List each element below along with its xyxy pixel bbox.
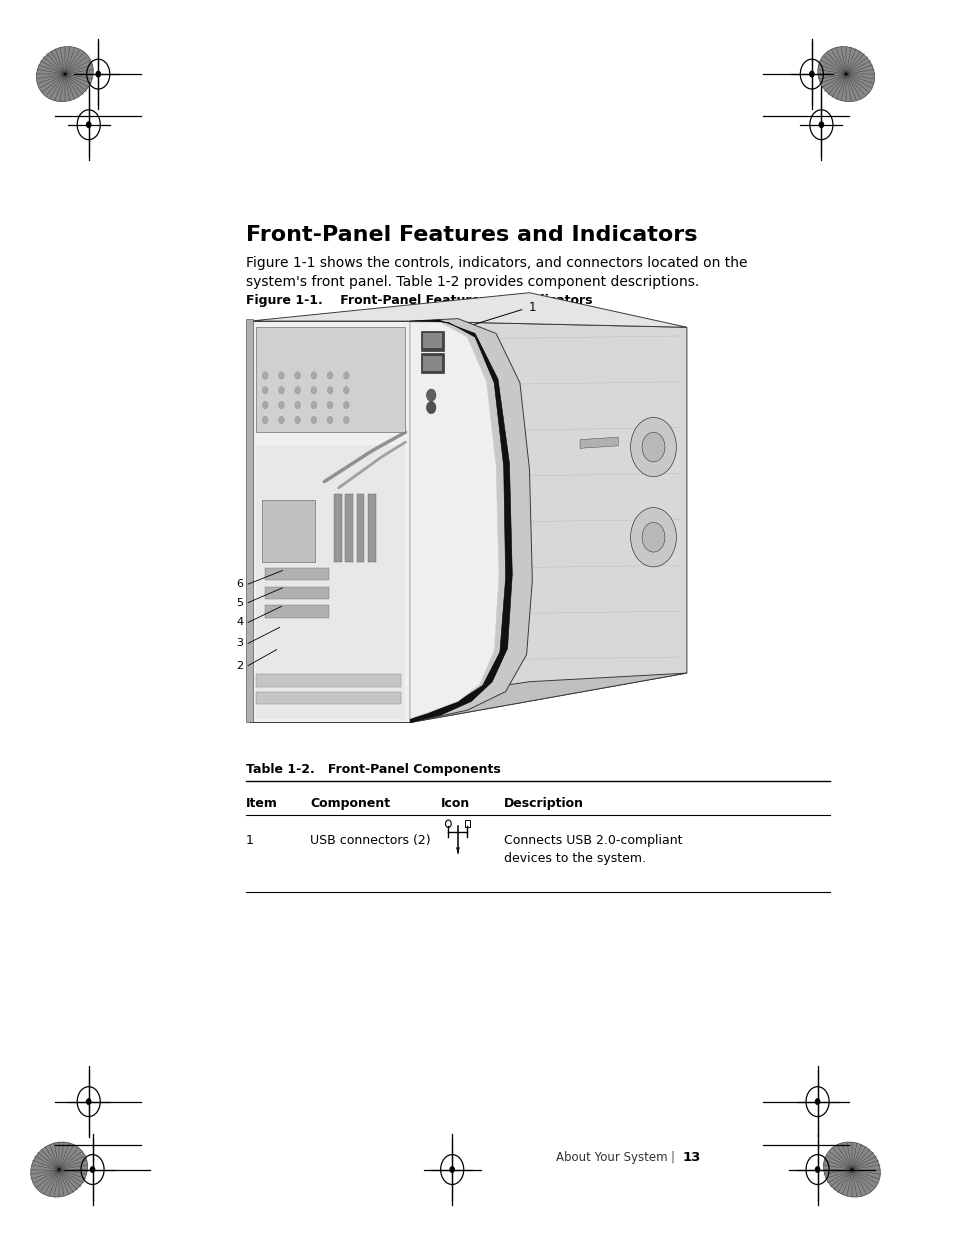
Circle shape xyxy=(819,122,822,127)
Ellipse shape xyxy=(36,47,93,101)
Polygon shape xyxy=(410,320,512,722)
Circle shape xyxy=(343,387,349,394)
Circle shape xyxy=(343,372,349,379)
Ellipse shape xyxy=(822,1142,880,1197)
Polygon shape xyxy=(410,321,686,722)
Circle shape xyxy=(343,401,349,409)
Text: Figure 1-1.    Front-Panel Features and Indicators: Figure 1-1. Front-Panel Features and Ind… xyxy=(246,294,592,308)
Polygon shape xyxy=(265,568,329,580)
Polygon shape xyxy=(420,331,443,351)
Circle shape xyxy=(96,72,100,77)
Polygon shape xyxy=(410,319,532,722)
Circle shape xyxy=(294,387,300,394)
Polygon shape xyxy=(420,353,443,373)
Circle shape xyxy=(262,401,268,409)
Polygon shape xyxy=(334,494,341,562)
Text: Front-Panel Features and Indicators: Front-Panel Features and Indicators xyxy=(246,225,697,245)
Circle shape xyxy=(294,416,300,424)
Circle shape xyxy=(262,372,268,379)
Circle shape xyxy=(809,72,813,77)
Circle shape xyxy=(815,1167,819,1172)
Circle shape xyxy=(641,522,664,552)
Circle shape xyxy=(426,389,436,401)
Circle shape xyxy=(630,417,676,477)
Polygon shape xyxy=(422,333,441,348)
Text: 6: 6 xyxy=(236,579,243,589)
Polygon shape xyxy=(262,500,314,562)
Text: Icon: Icon xyxy=(440,797,470,810)
Polygon shape xyxy=(265,605,329,618)
Circle shape xyxy=(343,416,349,424)
Polygon shape xyxy=(255,327,405,432)
Text: 1: 1 xyxy=(528,301,536,314)
Circle shape xyxy=(262,416,268,424)
Text: Description: Description xyxy=(503,797,583,810)
Polygon shape xyxy=(255,445,405,719)
Circle shape xyxy=(294,401,300,409)
Circle shape xyxy=(327,387,333,394)
Text: 5: 5 xyxy=(236,598,243,608)
Circle shape xyxy=(91,1167,94,1172)
Circle shape xyxy=(294,372,300,379)
Polygon shape xyxy=(250,673,686,722)
Circle shape xyxy=(815,1099,819,1104)
Polygon shape xyxy=(356,494,364,562)
Text: USB connectors (2): USB connectors (2) xyxy=(310,834,430,847)
Ellipse shape xyxy=(30,1142,88,1197)
Circle shape xyxy=(278,416,284,424)
Circle shape xyxy=(630,508,676,567)
Ellipse shape xyxy=(817,47,874,101)
Polygon shape xyxy=(368,494,375,562)
Polygon shape xyxy=(246,319,253,722)
Circle shape xyxy=(327,401,333,409)
Text: Connects USB 2.0-compliant
devices to the system.: Connects USB 2.0-compliant devices to th… xyxy=(503,834,681,864)
Circle shape xyxy=(311,401,316,409)
Polygon shape xyxy=(255,674,400,687)
Circle shape xyxy=(450,1167,454,1172)
Polygon shape xyxy=(265,587,329,599)
Text: 2: 2 xyxy=(236,661,243,671)
Polygon shape xyxy=(250,321,410,722)
Text: 1: 1 xyxy=(246,834,253,847)
Text: About Your System: About Your System xyxy=(556,1151,667,1163)
Circle shape xyxy=(278,372,284,379)
Circle shape xyxy=(311,372,316,379)
Text: 13: 13 xyxy=(681,1151,700,1163)
Circle shape xyxy=(87,122,91,127)
Circle shape xyxy=(278,401,284,409)
Circle shape xyxy=(87,1099,91,1104)
Circle shape xyxy=(327,416,333,424)
Text: Table 1-2.   Front-Panel Components: Table 1-2. Front-Panel Components xyxy=(246,763,500,777)
Text: Item: Item xyxy=(246,797,277,810)
Circle shape xyxy=(327,372,333,379)
Circle shape xyxy=(262,387,268,394)
Circle shape xyxy=(278,387,284,394)
Polygon shape xyxy=(579,437,618,448)
Circle shape xyxy=(426,401,436,414)
Polygon shape xyxy=(255,692,400,704)
Text: Figure 1-1 shows the controls, indicators, and connectors located on the
system': Figure 1-1 shows the controls, indicator… xyxy=(246,256,747,289)
Circle shape xyxy=(311,387,316,394)
Polygon shape xyxy=(250,293,686,327)
Text: 4: 4 xyxy=(236,618,243,627)
Text: Component: Component xyxy=(310,797,390,810)
Polygon shape xyxy=(410,322,498,719)
Polygon shape xyxy=(345,494,353,562)
Polygon shape xyxy=(422,356,441,370)
Circle shape xyxy=(641,432,664,462)
Circle shape xyxy=(311,416,316,424)
Text: 3: 3 xyxy=(236,638,243,648)
Text: |: | xyxy=(670,1151,674,1163)
